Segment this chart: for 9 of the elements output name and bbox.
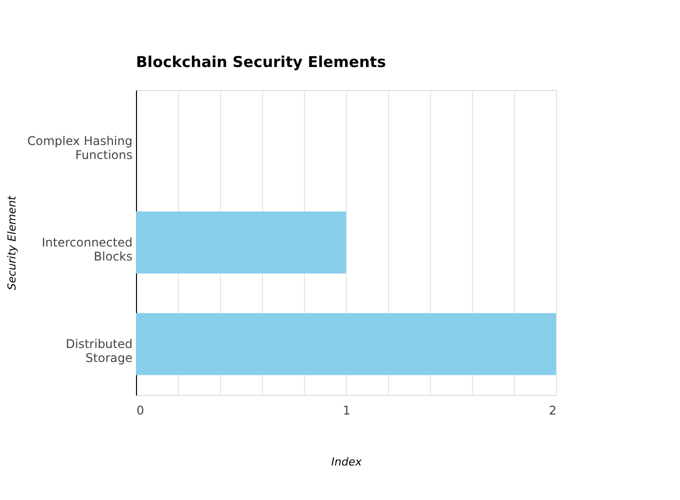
y-axis-title: Security Element — [5, 195, 18, 290]
x-tick-label: 2 — [548, 404, 556, 418]
chart-title: Blockchain Security Elements — [136, 53, 386, 71]
x-tick-label: 1 — [342, 404, 350, 418]
y-tick-label: Distributed Storage — [66, 337, 132, 366]
x-axis-title: Index — [331, 456, 362, 468]
y-tick-label: Interconnected Blocks — [42, 236, 132, 264]
x-tick-label: 0 — [136, 404, 144, 418]
y-tick-label: Complex Hashing Functions — [27, 134, 132, 162]
